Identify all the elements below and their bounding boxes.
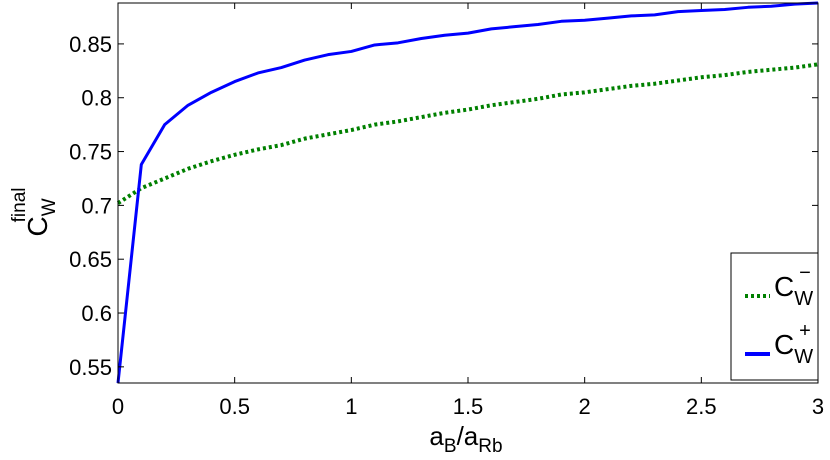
- y-tick-label: 0.7: [81, 193, 112, 218]
- x-tick-label: 1: [345, 394, 357, 419]
- y-tick-label: 0.6: [81, 301, 112, 326]
- y-tick-label: 0.65: [69, 247, 112, 272]
- series-line-c-w-plus: [116, 1, 819, 384]
- legend: CW− CW+: [730, 252, 819, 381]
- x-tick-label: 0.5: [219, 394, 250, 419]
- svg-text:CWfinal: CWfinal: [9, 187, 60, 236]
- x-tick-label: 3: [812, 394, 824, 419]
- x-tick-label: 1.5: [453, 394, 484, 419]
- y-axis: 0.55 0.6 0.65 0.7 0.75 0.8 0.85: [69, 32, 818, 380]
- x-tick-label: 2.5: [686, 394, 717, 419]
- x-tick-label: 0: [112, 394, 124, 419]
- legend-label-c-w-plus: CW+: [774, 320, 813, 368]
- x-axis: 0 0.5 1 1.5 2 2.5 3: [112, 3, 824, 419]
- series-layer: [116, 1, 819, 384]
- legend-label-c-w-minus: CW−: [774, 262, 813, 310]
- x-axis-label: aB/aRb: [429, 421, 502, 457]
- y-tick-label: 0.85: [69, 32, 112, 57]
- y-tick-label: 0.75: [69, 140, 112, 165]
- legend-box: [730, 252, 819, 381]
- y-tick-label: 0.55: [69, 355, 112, 380]
- series-line-c-w-minus: [116, 62, 819, 205]
- x-tick-label: 2: [579, 394, 591, 419]
- y-axis-label: CWfinal: [9, 187, 60, 236]
- y-tick-label: 0.8: [81, 86, 112, 111]
